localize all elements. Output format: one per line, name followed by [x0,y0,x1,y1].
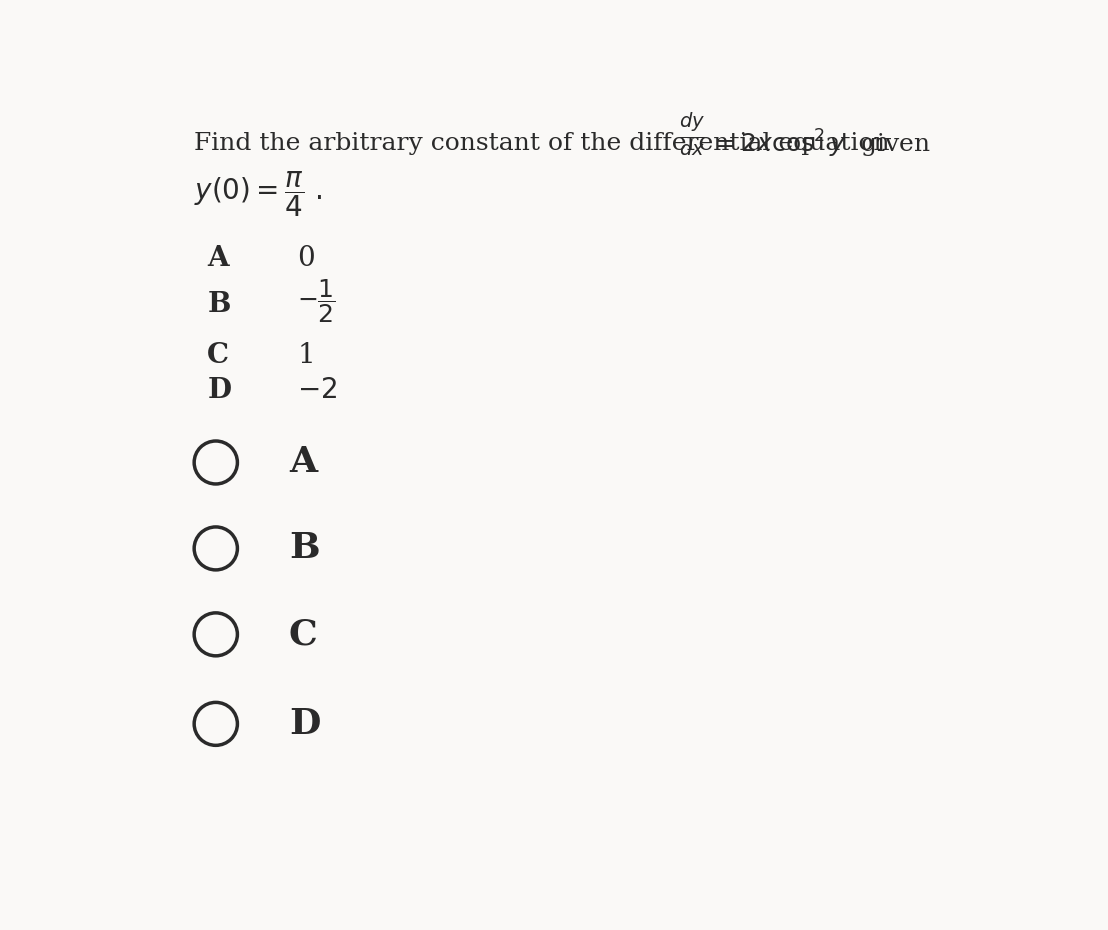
Text: B: B [207,291,230,318]
Text: $-\dfrac{1}{2}$: $-\dfrac{1}{2}$ [297,277,336,326]
Text: C: C [207,341,229,368]
Text: C: C [289,618,318,651]
Text: $y(0) = \dfrac{\pi}{4}\ .$: $y(0) = \dfrac{\pi}{4}\ .$ [194,169,322,219]
Text: D: D [289,707,320,741]
Text: $-2$: $-2$ [297,378,338,405]
Text: $= 2x\cos^{2} y\ $ given: $= 2x\cos^{2} y\ $ given [709,127,931,160]
Text: 1: 1 [297,341,315,368]
Text: A: A [289,445,317,480]
Text: 0: 0 [297,245,315,272]
Text: $\frac{dy}{dx}$: $\frac{dy}{dx}$ [679,111,706,158]
Text: D: D [207,378,232,405]
Text: A: A [207,245,229,272]
Text: B: B [289,531,319,565]
Text: Find the arbitrary constant of the differential equation: Find the arbitrary constant of the diffe… [194,132,890,155]
